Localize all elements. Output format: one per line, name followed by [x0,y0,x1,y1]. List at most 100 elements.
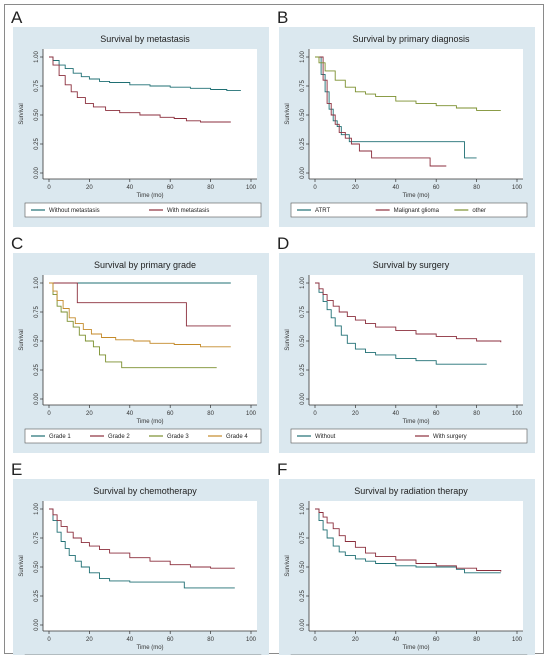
series-line-1 [315,56,477,159]
y-tick-label: 0.00 [300,619,306,631]
y-tick-label: 1.00 [300,503,306,515]
y-tick-label: 0.25 [34,138,40,150]
series-line-1 [315,282,487,365]
x-tick-label: 80 [473,411,480,417]
chart-title: Survival by surgery [373,260,450,270]
legend-entry: Without metastasis [49,208,100,214]
panel-label: F [277,460,287,479]
legend-entry: other [472,208,486,214]
x-tick-label: 40 [392,637,399,643]
x-tick-label: 40 [392,185,399,191]
series-line-1 [49,508,235,589]
y-tick-label: 0.50 [300,561,306,573]
series-line-1 [315,508,501,574]
chart-title: Survival by radiation therapy [354,486,468,496]
y-tick-label: 0.50 [300,335,306,347]
panel-label: D [277,234,289,253]
x-tick-label: 80 [207,185,214,191]
y-axis-label: Survival [19,555,25,576]
y-tick-label: 0.00 [34,167,40,179]
y-tick-label: 1.00 [300,277,306,289]
x-tick-label: 40 [392,411,399,417]
series-line-1 [49,56,241,92]
series-line-3 [315,56,501,111]
x-axis-label: Time (mo) [402,645,429,651]
legend-box [290,202,528,218]
x-tick-label: 80 [207,411,214,417]
chart-panel-f: F Survival by radiation therapy 0.00 0.25 0.… [277,460,535,660]
x-axis-label: Time (mo) [402,419,429,425]
x-tick-label: 100 [512,637,523,643]
legend-box [24,202,262,218]
series-line-2 [49,56,231,123]
x-tick-label: 0 [47,411,51,417]
y-tick-label: 0.75 [300,532,306,544]
y-tick-label: 0.75 [34,306,40,318]
x-tick-label: 100 [246,411,257,417]
x-tick-label: 20 [352,411,359,417]
panel-label: B [277,8,288,27]
plot-area [309,275,523,405]
plot-area [43,275,257,405]
y-tick-label: 0.50 [34,561,40,573]
legend-entry: Grade 3 [167,434,189,440]
x-tick-label: 0 [47,637,51,643]
chart-panel-c: C Survival by primary grade 0.00 0.25 0.50 0.… [11,234,269,453]
x-tick-label: 80 [207,637,214,643]
x-tick-label: 40 [126,411,133,417]
x-axis-label: Time (mo) [136,419,163,425]
panel-label: E [11,460,22,479]
x-tick-label: 20 [86,411,93,417]
chart-panel-d: D Survival by surgery 0.00 0.25 0.50 0.75 1.00… [277,234,535,453]
y-axis-label: Survival [285,103,291,124]
x-tick-label: 60 [433,637,440,643]
chart-panel-b: B Survival by primary diagnosis 0.00 0.25 0.… [277,8,535,227]
y-tick-label: 0.25 [300,364,306,376]
y-tick-label: 0.50 [34,109,40,121]
y-axis-label: Survival [19,103,25,124]
y-tick-label: 0.25 [34,590,40,602]
y-tick-label: 1.00 [300,51,306,63]
x-tick-label: 100 [246,637,257,643]
y-tick-label: 0.25 [300,590,306,602]
y-tick-label: 0.25 [300,138,306,150]
y-tick-label: 0.75 [34,532,40,544]
x-tick-label: 100 [246,185,257,191]
y-tick-label: 0.50 [300,109,306,121]
y-tick-label: 0.75 [34,80,40,92]
chart-title: Survival by chemotherapy [93,486,197,496]
y-tick-label: 0.00 [300,167,306,179]
y-axis-label: Survival [285,555,291,576]
legend-entry: Grade 1 [49,434,71,440]
figure-frame: A Survival by metastasis 0.00 0.25 0.50 0.75 1… [4,4,544,660]
series-line-2 [49,282,231,327]
y-tick-label: 0.75 [300,80,306,92]
legend-entry: Without [315,434,336,440]
y-tick-label: 0.00 [300,393,306,405]
legend-entry: Grade 4 [226,434,248,440]
legend-box [290,428,528,444]
x-tick-label: 60 [433,411,440,417]
x-tick-label: 40 [126,185,133,191]
x-tick-label: 100 [512,411,523,417]
y-tick-label: 1.00 [34,277,40,289]
chart-title: Survival by metastasis [100,34,190,44]
x-tick-label: 0 [313,185,317,191]
legend-entry: Grade 2 [108,434,130,440]
survival-figure: A Survival by metastasis 0.00 0.25 0.50 0.75 1… [11,8,535,660]
x-tick-label: 0 [47,185,51,191]
x-tick-label: 40 [126,637,133,643]
series-line-2 [315,56,447,167]
y-tick-label: 1.00 [34,51,40,63]
series-line-2 [49,508,235,569]
y-tick-label: 0.75 [300,306,306,318]
x-tick-label: 60 [167,185,174,191]
legend-entry: Malignant glioma [394,208,440,214]
x-axis-label: Time (mo) [136,193,163,199]
series-line-3 [49,282,217,369]
x-axis-label: Time (mo) [136,645,163,651]
panel-label: C [11,234,23,253]
x-tick-label: 0 [313,411,317,417]
x-tick-label: 20 [86,185,93,191]
y-tick-label: 0.50 [34,335,40,347]
